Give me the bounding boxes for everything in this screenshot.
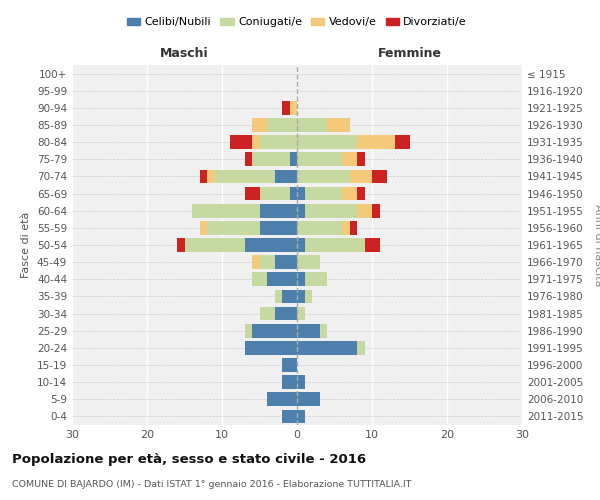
Bar (252, 256, 260, 269)
Text: Maschi: Maschi (160, 47, 209, 60)
Bar (267, 392, 297, 406)
Bar (357, 341, 365, 354)
Bar (290, 101, 297, 114)
Bar (305, 290, 312, 304)
Bar (252, 118, 267, 132)
Bar (297, 152, 342, 166)
Bar (357, 136, 395, 149)
Bar (185, 238, 245, 252)
Bar (275, 256, 297, 269)
Bar (297, 256, 320, 269)
Bar (290, 186, 297, 200)
Bar (275, 290, 282, 304)
Bar (245, 324, 252, 338)
Bar (199, 170, 207, 183)
Bar (282, 376, 297, 389)
Bar (297, 204, 305, 218)
Bar (372, 170, 387, 183)
Bar (275, 170, 297, 183)
Bar (260, 221, 297, 234)
Bar (327, 118, 349, 132)
Bar (215, 170, 275, 183)
Bar (260, 204, 297, 218)
Bar (260, 306, 275, 320)
Text: COMUNE DI BAJARDO (IM) - Dati ISTAT 1° gennaio 2016 - Elaborazione TUTTITALIA.IT: COMUNE DI BAJARDO (IM) - Dati ISTAT 1° g… (12, 480, 412, 489)
Bar (320, 324, 327, 338)
Bar (229, 136, 252, 149)
Bar (282, 290, 297, 304)
Text: Popolazione per età, sesso e stato civile - 2016: Popolazione per età, sesso e stato civil… (12, 452, 366, 466)
Bar (297, 170, 349, 183)
Bar (207, 170, 215, 183)
Bar (245, 341, 297, 354)
Bar (252, 272, 267, 286)
Bar (245, 186, 260, 200)
Bar (297, 136, 357, 149)
Bar (297, 392, 320, 406)
Bar (349, 170, 372, 183)
Y-axis label: Anni di nascita: Anni di nascita (593, 204, 600, 286)
Bar (275, 306, 297, 320)
Bar (357, 186, 365, 200)
Bar (297, 290, 305, 304)
Bar (342, 152, 357, 166)
Bar (260, 256, 275, 269)
Bar (342, 186, 357, 200)
Bar (245, 152, 252, 166)
Bar (305, 204, 357, 218)
Bar (252, 152, 290, 166)
Bar (365, 238, 380, 252)
Bar (297, 186, 305, 200)
Bar (177, 238, 185, 252)
Bar (192, 204, 260, 218)
Bar (305, 186, 342, 200)
Bar (297, 324, 320, 338)
Y-axis label: Fasce di età: Fasce di età (22, 212, 31, 278)
Bar (282, 410, 297, 424)
Bar (297, 376, 305, 389)
Bar (245, 238, 297, 252)
Legend: Celibi/Nubili, Coniugati/e, Vedovi/e, Divorziati/e: Celibi/Nubili, Coniugati/e, Vedovi/e, Di… (122, 13, 472, 32)
Bar (252, 136, 260, 149)
Bar (297, 118, 327, 132)
Bar (282, 101, 290, 114)
Bar (297, 410, 305, 424)
Bar (305, 238, 365, 252)
Bar (357, 204, 372, 218)
Bar (297, 238, 305, 252)
Bar (282, 358, 297, 372)
Bar (297, 221, 342, 234)
Bar (372, 204, 380, 218)
Bar (290, 152, 297, 166)
Text: Femmine: Femmine (377, 47, 442, 60)
Bar (252, 324, 297, 338)
Bar (357, 152, 365, 166)
Bar (267, 272, 297, 286)
Bar (199, 221, 207, 234)
Bar (207, 221, 260, 234)
Bar (260, 136, 297, 149)
Bar (297, 341, 357, 354)
Bar (349, 221, 357, 234)
Bar (260, 186, 290, 200)
Bar (342, 221, 349, 234)
Bar (305, 272, 327, 286)
Bar (297, 272, 305, 286)
Bar (267, 118, 297, 132)
Bar (395, 136, 409, 149)
Bar (297, 306, 305, 320)
